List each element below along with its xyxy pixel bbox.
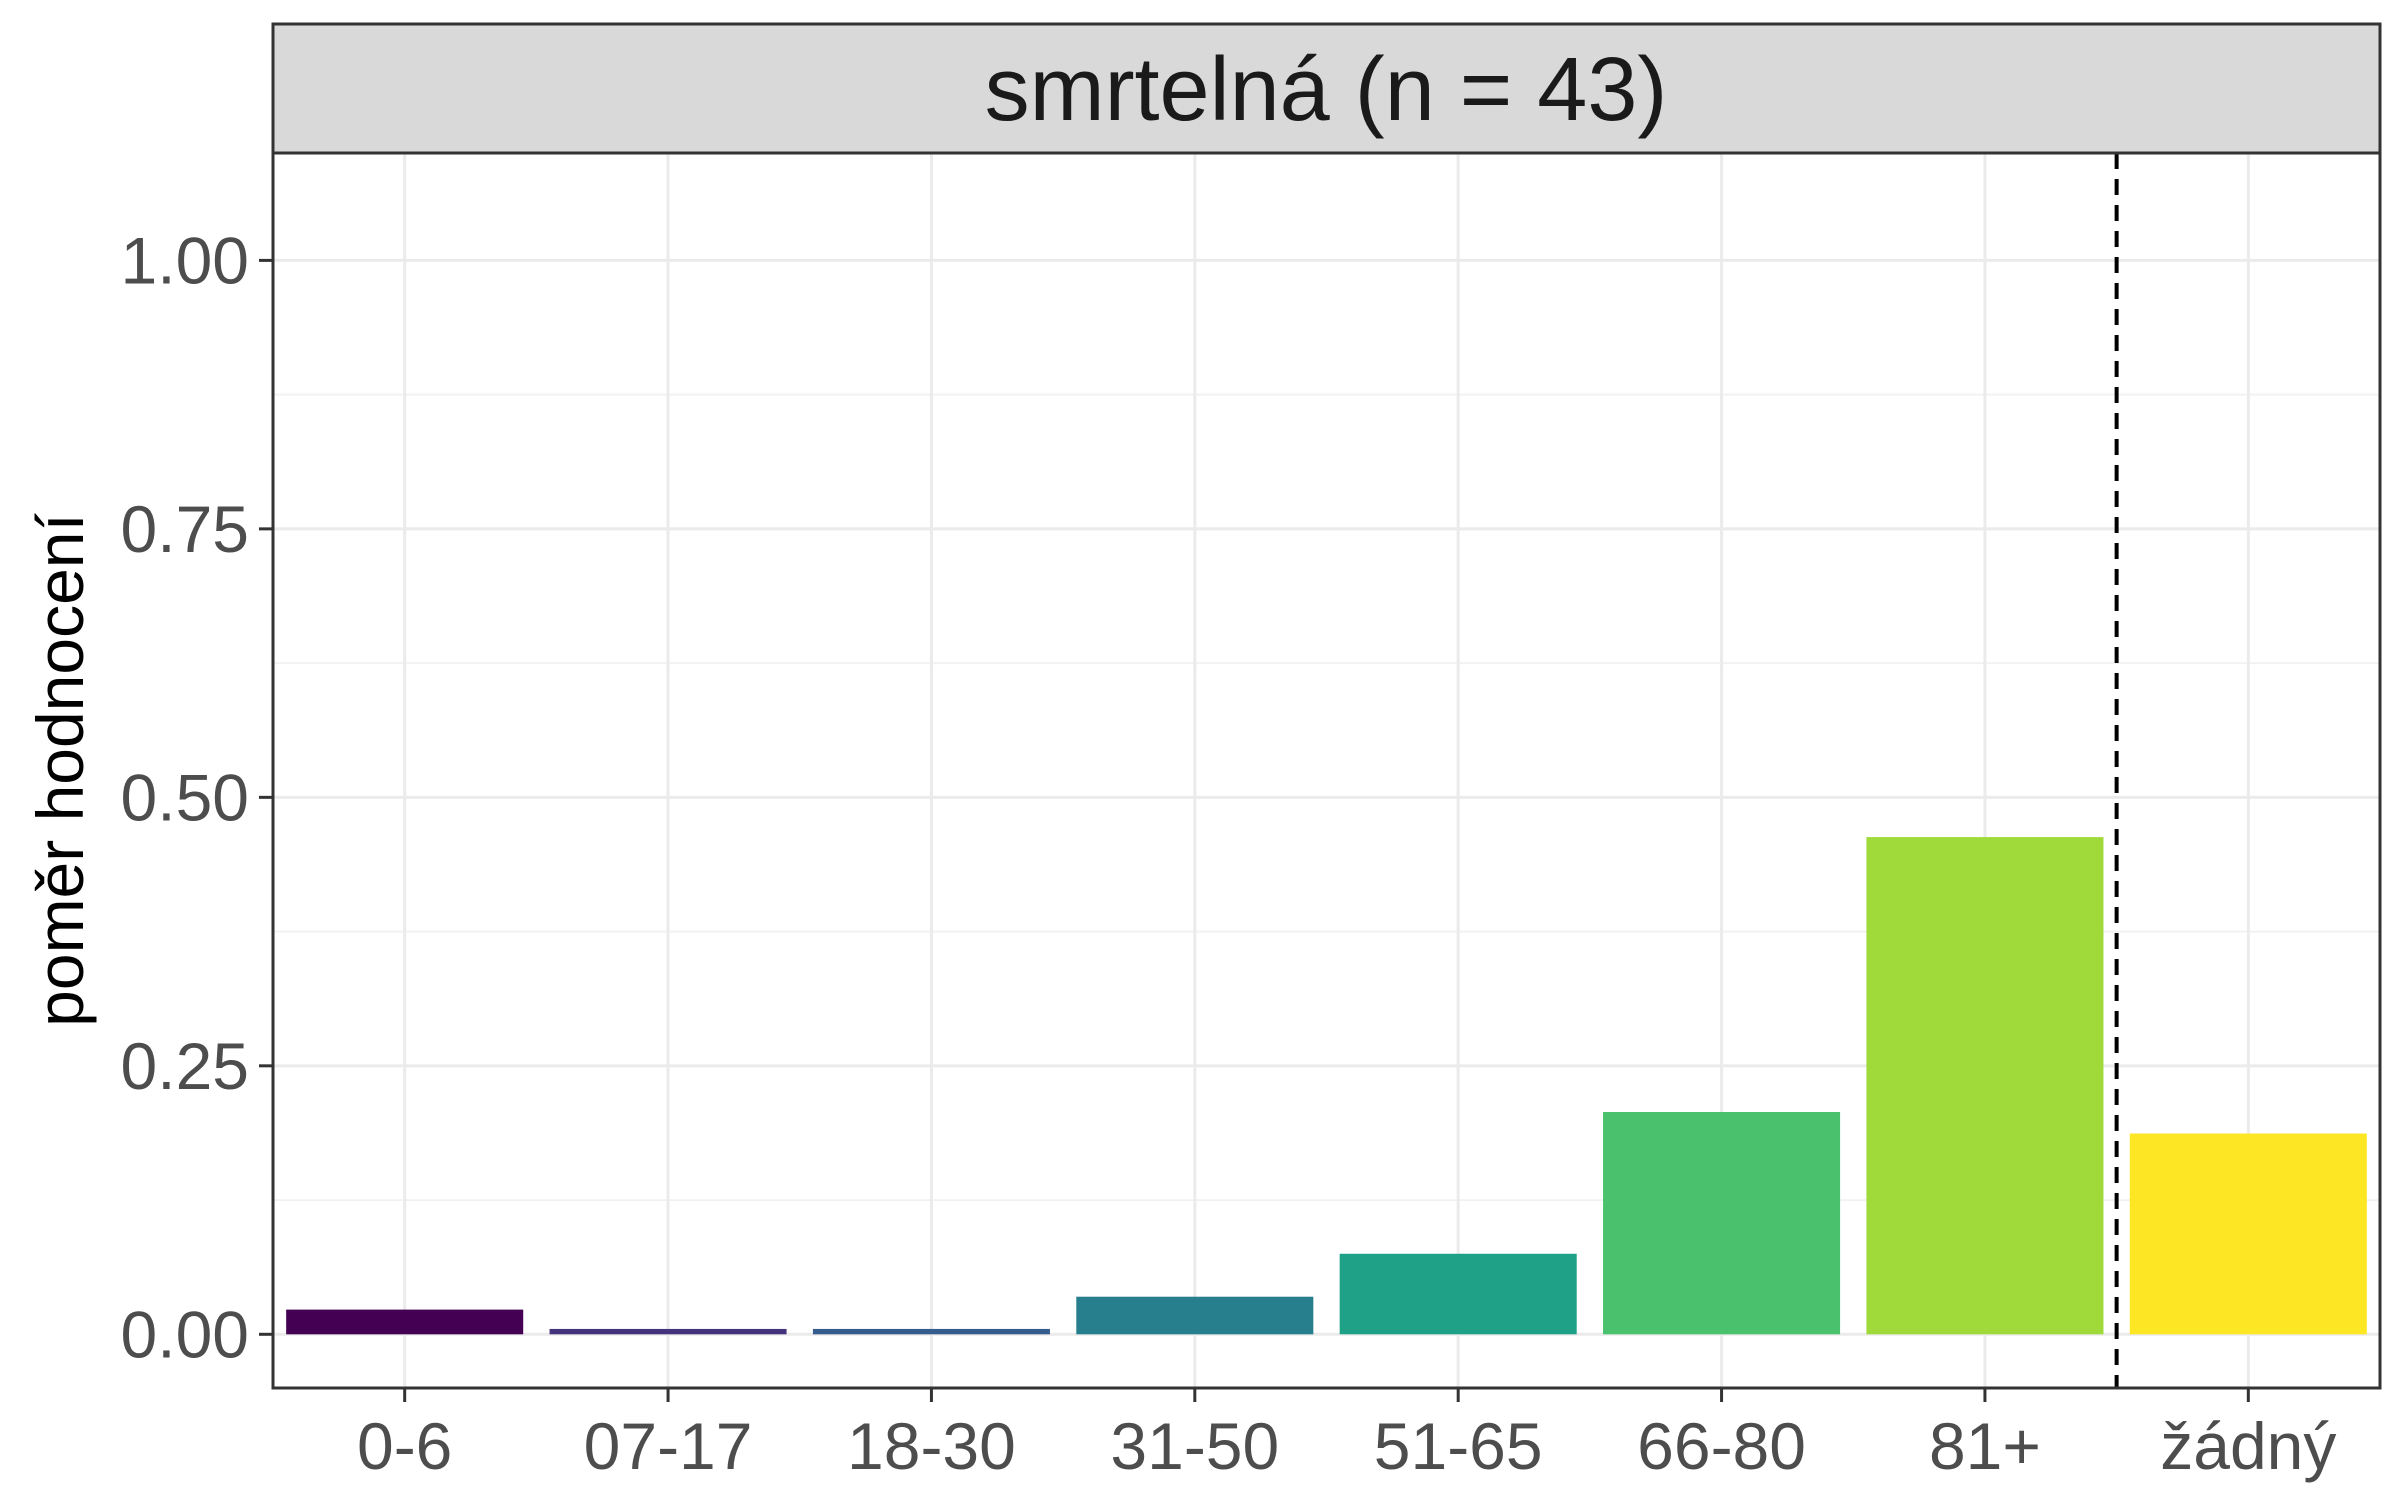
y-tick-label: 0.75 xyxy=(121,492,249,566)
panel-border xyxy=(271,151,2382,1390)
bar-18-30 xyxy=(812,1328,1050,1335)
x-tick-label: 31-50 xyxy=(1110,1409,1279,1483)
y-axis-label: poměr hodnocení xyxy=(23,512,97,1026)
x-tick-label: 51-65 xyxy=(1374,1409,1543,1483)
x-axis: 0-6 07-17 18-30 31-50 51-65 66-80 81+ žádný xyxy=(357,1388,2336,1483)
y-tick-label: 0.50 xyxy=(121,760,249,834)
y-tick-label: 0.00 xyxy=(121,1297,249,1371)
bar-51-65 xyxy=(1339,1253,1577,1335)
bar-66-80 xyxy=(1603,1112,1841,1335)
bar-31-50 xyxy=(1076,1296,1314,1335)
chart-title: smrtelná (n = 43) xyxy=(985,40,1668,140)
bar-žádný xyxy=(2129,1133,2367,1335)
bar-81+ xyxy=(1866,837,2104,1335)
x-tick-label: žádný xyxy=(2160,1409,2336,1483)
x-tick-label: 18-30 xyxy=(847,1409,1016,1483)
x-tick-label: 66-80 xyxy=(1637,1409,1806,1483)
y-tick-label: 1.00 xyxy=(121,223,249,297)
x-tick-label: 07-17 xyxy=(584,1409,753,1483)
bar-07-17 xyxy=(549,1328,787,1335)
x-tick-label: 81+ xyxy=(1929,1409,2041,1483)
bar-0-6 xyxy=(286,1309,524,1335)
y-axis: 0.00 0.25 0.50 0.75 1.00 xyxy=(121,223,273,1371)
x-tick-label: 0-6 xyxy=(357,1409,452,1483)
y-tick-label: 0.25 xyxy=(121,1029,249,1103)
bars xyxy=(286,837,2367,1335)
strip-background xyxy=(271,22,2382,155)
grid xyxy=(273,153,2380,1388)
